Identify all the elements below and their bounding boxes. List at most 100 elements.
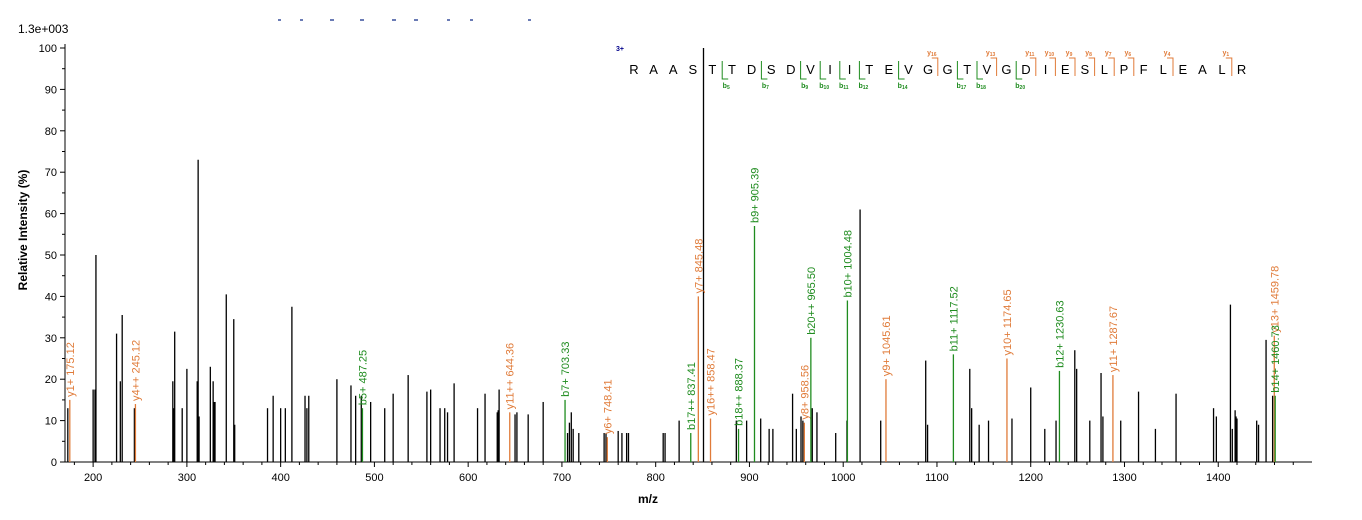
y-tick-label: 70: [45, 167, 57, 179]
b-fragment-label: b18: [976, 83, 986, 91]
b-fragment-subscript: 10: [824, 85, 830, 91]
y-axis-title: Relative Intensity (%): [16, 170, 30, 291]
x-tick-label: 1400: [1206, 472, 1230, 484]
b-fragment-label: b20: [1015, 83, 1025, 91]
sequence-residue: E: [1178, 62, 1187, 77]
b-fragment-label: b9: [801, 83, 808, 91]
y-fragment-subscript: 11: [1029, 52, 1035, 58]
charge-state: 3+: [616, 46, 624, 53]
b-fragment-subscript: 12: [863, 85, 869, 91]
peak-label: b5+ 487.25: [357, 350, 369, 405]
unassigned-peaks: [67, 48, 1274, 462]
x-tick-label: 900: [740, 472, 758, 484]
header-mark: [447, 19, 450, 21]
y-fragment-bracket: [1029, 57, 1037, 76]
sequence-residue: G: [923, 62, 933, 77]
sequence-residue: G: [1001, 62, 1011, 77]
header-mark: [300, 19, 303, 21]
y-fragment-label: y6: [1124, 50, 1131, 58]
sequence-residue: P: [1120, 62, 1129, 77]
y-fragment-subscript: 10: [1049, 52, 1055, 58]
b-fragment-subscript: 9: [805, 85, 808, 91]
y-fragment-subscript: 7: [1109, 52, 1112, 58]
sequence-residue: S: [688, 62, 697, 77]
sequence-residue: S: [767, 62, 776, 77]
x-tick-label: 1300: [1112, 472, 1136, 484]
sequence-residue: V: [982, 62, 991, 77]
y-fragment-bracket: [1108, 57, 1115, 76]
peak-label: b20++ 965.50: [806, 267, 818, 335]
y-fragment-label: y7: [1105, 50, 1112, 58]
x-tick-label: 200: [84, 472, 102, 484]
peak-label: y6+ 748.41: [602, 379, 614, 434]
sequence-residue: D: [786, 62, 795, 77]
peak-label: y9+ 1045.61: [881, 315, 893, 376]
sequence-residue: E: [1061, 62, 1070, 77]
b-fragment-bracket: [721, 61, 729, 80]
y-fragment-subscript: 4: [1168, 52, 1171, 58]
y-fragment-bracket: [1127, 57, 1135, 76]
sequence-residue: V: [806, 62, 815, 77]
x-axis-title: m/z: [638, 492, 658, 506]
y-fragment-subscript: 8: [1089, 52, 1092, 58]
b-fragment-label: b10: [819, 83, 829, 91]
sequence-residue: T: [963, 62, 971, 77]
peak-label: b11+ 1117.52: [948, 286, 960, 351]
header-mark: [528, 19, 531, 21]
y-tick-label: 80: [45, 126, 57, 138]
header-mark: [360, 19, 364, 21]
y-tick-label: 40: [45, 291, 57, 303]
y-fragment-subscript: 16: [931, 52, 937, 58]
peak-label: b7+ 703.33: [560, 342, 572, 397]
y-tick-label: 60: [45, 209, 57, 221]
b-fragment-bracket: [839, 61, 846, 80]
y-fragment-label: y4: [1164, 50, 1171, 58]
x-tick-label: 1000: [831, 472, 855, 484]
sequence-residue: L: [1218, 62, 1225, 77]
b-fragment-label: b12: [858, 83, 868, 91]
b-fragment-subscript: 11: [843, 85, 849, 91]
y-fragment-subscript: 1: [1226, 52, 1229, 58]
b-fragment-label: b17: [956, 83, 966, 91]
sequence-residue: I: [828, 62, 832, 77]
x-tick-label: 400: [271, 472, 289, 484]
sequence-residue: T: [865, 62, 873, 77]
y-fragment-label: y16: [927, 50, 937, 58]
b-fragment-subscript: 5: [727, 85, 730, 91]
header-mark: [392, 19, 396, 21]
y-tick-label: 0: [51, 457, 57, 469]
y-fragment-bracket: [990, 57, 998, 76]
b-fragment-bracket: [819, 61, 827, 80]
x-tick-label: 1200: [1018, 472, 1042, 484]
sequence-residue: D: [747, 62, 756, 77]
b-fragment-label: b14: [898, 83, 908, 91]
y-fragment-label: y1: [1222, 50, 1229, 58]
y-fragment-subscript: 13: [990, 52, 996, 58]
peak-label: y13+ 1459.78: [1269, 266, 1281, 333]
b-fragment-subscript: 14: [902, 85, 908, 91]
y-fragment-subscript: 6: [1128, 52, 1131, 58]
y-tick-label: 20: [45, 374, 57, 386]
top-header-marks: [278, 19, 531, 21]
sequence-residue: S: [1080, 62, 1089, 77]
sequence-residue: I: [1044, 62, 1048, 77]
sequence-residue: T: [728, 62, 736, 77]
b-fragment-label: b7: [762, 83, 769, 91]
y-tick-label: 90: [45, 84, 57, 96]
intensity-scale-label: 1.3e+003: [18, 22, 69, 36]
header-mark: [414, 19, 418, 21]
b-fragment-subscript: 18: [980, 85, 986, 91]
y-fragment-bracket: [1069, 57, 1076, 76]
peak-label: y4++ 245.12: [130, 340, 142, 401]
b-fragment-bracket: [1015, 61, 1023, 80]
y-fragment-label: y10: [1045, 50, 1055, 58]
x-tick-label: 500: [365, 472, 383, 484]
y-fragment-label: y11: [1025, 50, 1034, 58]
b-fragment-bracket: [976, 61, 983, 80]
y-tick-label: 10: [45, 416, 57, 428]
peak-label: y11++ 644.36: [505, 343, 517, 409]
y-fragment-label: y13: [986, 50, 996, 58]
y-tick-label: 50: [45, 250, 57, 262]
x-tick-label: 1100: [925, 472, 949, 484]
y-fragment-bracket: [1088, 57, 1096, 76]
